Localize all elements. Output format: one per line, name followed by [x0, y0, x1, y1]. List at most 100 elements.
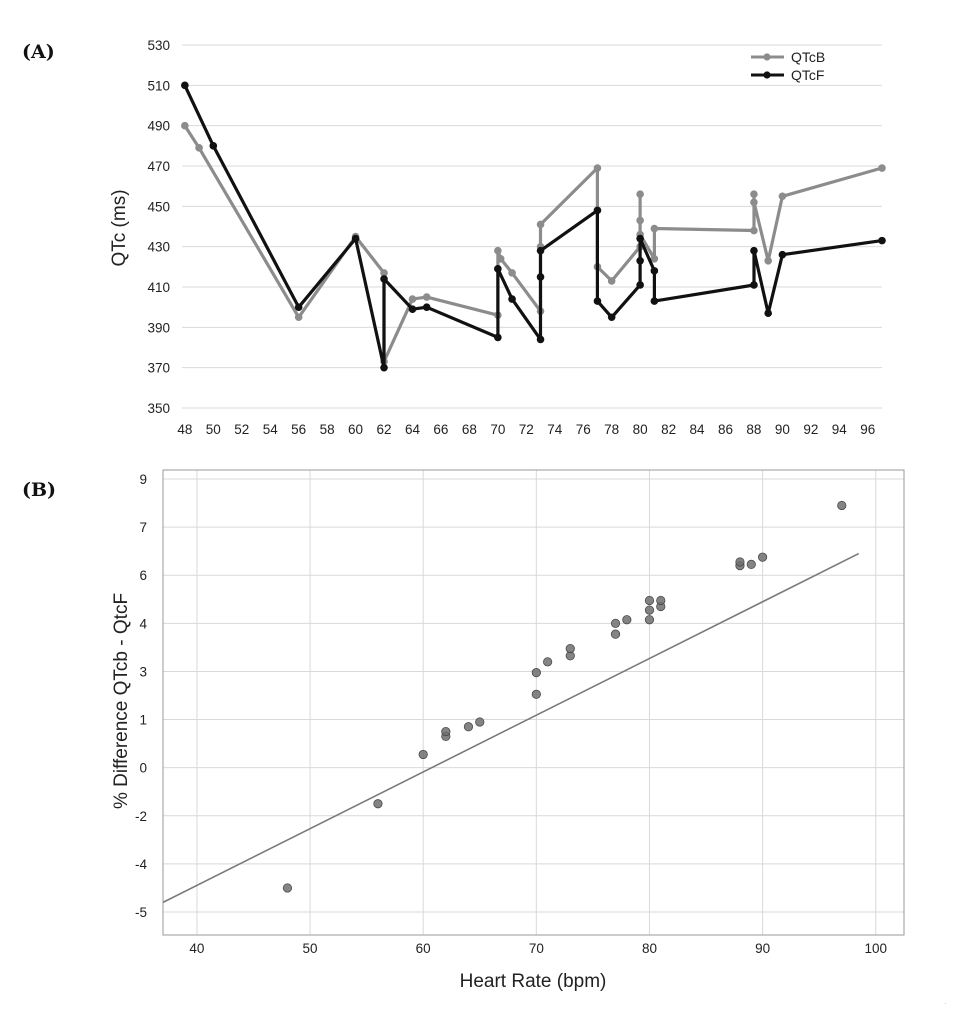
data-point-qtcf-2 [294, 303, 303, 311]
x-tick-label-56: 56 [291, 422, 306, 437]
scatter-point-6 [475, 717, 485, 727]
regression-line [162, 552, 860, 904]
data-point-qtcf-7 [422, 303, 431, 311]
scatter-point-1 [373, 799, 383, 809]
scatter-point-13 [610, 618, 621, 628]
scatter-point-4 [441, 726, 451, 737]
data-point-qtcb-22 [650, 254, 659, 263]
legend-label-qtcf: QTcF [791, 67, 824, 83]
series-line-qtcf [183, 84, 883, 370]
y-tick-label-470: 470 [147, 159, 170, 174]
scatter-point-22 [746, 559, 756, 569]
data-point-qtcb-28 [778, 192, 787, 201]
x-tick-label-70: 70 [490, 422, 505, 437]
scatter-point-23 [757, 552, 768, 562]
y-tick-label-6: 4 [139, 616, 147, 631]
data-point-qtcb-26 [750, 198, 758, 207]
data-point-qtcf-6 [408, 305, 417, 313]
data-point-qtcb-7 [422, 293, 431, 301]
x-tick-label-90: 90 [755, 941, 770, 956]
x-tick-label-92: 92 [803, 422, 818, 437]
x-tick-label-80: 80 [633, 422, 648, 437]
data-point-qtcf-11 [536, 335, 545, 344]
data-point-qtcb-14 [536, 220, 545, 229]
x-tick-label-54: 54 [263, 422, 279, 437]
y-tick-label-530: 530 [147, 38, 170, 53]
y-tick-label-2: -2 [135, 809, 147, 824]
x-tick-label-68: 68 [462, 422, 477, 437]
plot-frame [162, 469, 905, 936]
data-point-qtcb-19 [636, 190, 644, 199]
x-tick-label-64: 64 [405, 422, 421, 437]
y-tick-label-430: 430 [147, 240, 170, 255]
y-tick-label-410: 410 [147, 280, 170, 295]
y-tick-label-8: 7 [139, 520, 147, 535]
x-tick-label-86: 86 [718, 422, 733, 437]
x-tick-label-96: 96 [860, 422, 875, 437]
scatter-point-9 [543, 657, 553, 667]
panel-a-label: (A) [22, 41, 55, 63]
scatter-chart-difference: -5 -4 -2 0 1 3 4 6 7 9 40 50 60 70 80 90 100 % Differen… [111, 469, 905, 992]
data-point-qtcf-8 [494, 333, 502, 342]
y-tick-label-1: -4 [135, 857, 147, 872]
x-tick-label-82: 82 [661, 422, 676, 437]
y-tick-label-450: 450 [147, 199, 170, 214]
data-point-qtcf-17 [636, 281, 644, 289]
scatter-point-11 [565, 643, 575, 654]
x-tick-label-52: 52 [234, 422, 249, 437]
data-point-qtcf-13 [536, 246, 545, 255]
x-tick-label-100: 100 [864, 941, 887, 956]
y-tick-label-370: 370 [147, 361, 170, 376]
y-tick-label-510: 510 [147, 78, 170, 93]
y-tick-label-3: 0 [139, 761, 147, 776]
data-point-qtcf-25 [778, 250, 787, 259]
y-tick-label-350: 350 [147, 401, 170, 416]
x-tick-label-80: 80 [642, 941, 657, 956]
data-point-qtcb-10 [496, 254, 505, 263]
data-point-qtcb-9 [494, 246, 502, 255]
x-tick-label-50: 50 [303, 941, 318, 956]
data-point-qtcb-11 [508, 269, 516, 277]
data-point-qtcb-2 [294, 313, 303, 322]
data-point-qtcf-19 [636, 234, 644, 243]
y-tick-label-390: 390 [147, 320, 170, 335]
data-point-qtcb-0 [181, 121, 189, 130]
data-point-qtcf-5 [380, 275, 388, 283]
data-point-qtcf-1 [209, 142, 218, 150]
x-tick-label-70: 70 [529, 941, 544, 956]
y-tick-label-7: 6 [139, 568, 147, 583]
scatter-point-16 [644, 605, 655, 615]
scatter-point-24 [837, 500, 847, 511]
y-axis-title-qtc: QTc (ms) [109, 189, 130, 266]
scatter-point-21 [735, 557, 745, 567]
data-point-qtcb-29 [878, 164, 886, 172]
x-tick-label-40: 40 [189, 941, 204, 956]
data-point-qtcb-27 [764, 256, 772, 265]
data-point-qtcf-23 [750, 246, 758, 255]
data-point-qtcf-22 [750, 281, 758, 289]
scatter-point-17 [644, 595, 655, 606]
data-point-qtcf-20 [650, 267, 659, 275]
x-tick-label-88: 88 [746, 422, 761, 437]
corner-mark: · [944, 999, 947, 1008]
x-tick-label-50: 50 [206, 422, 221, 437]
scatter-point-0 [282, 883, 293, 893]
data-point-qtcf-18 [636, 256, 644, 265]
data-point-qtcf-10 [508, 295, 516, 303]
scatter-point-7 [531, 668, 541, 678]
scatter-point-12 [610, 629, 621, 639]
data-point-qtcb-24 [750, 226, 758, 235]
data-point-qtcf-3 [351, 234, 360, 243]
x-tick-label-60: 60 [348, 422, 363, 437]
scatter-point-2 [418, 749, 428, 760]
line-chart-qtc: 350 370 390 410 430 450 470 490 510 530 48 50 52 54 5… [109, 38, 886, 437]
legend-label-qtcb: QTcB [791, 49, 825, 65]
data-point-qtcf-21 [650, 297, 659, 305]
x-tick-label-94: 94 [832, 422, 848, 437]
x-tick-label-62: 62 [377, 422, 392, 437]
data-point-qtcf-4 [380, 363, 388, 372]
legend-marker-qtcb [763, 53, 771, 61]
x-tick-label-72: 72 [519, 422, 534, 437]
legend: QTcB QTcF [751, 49, 825, 83]
